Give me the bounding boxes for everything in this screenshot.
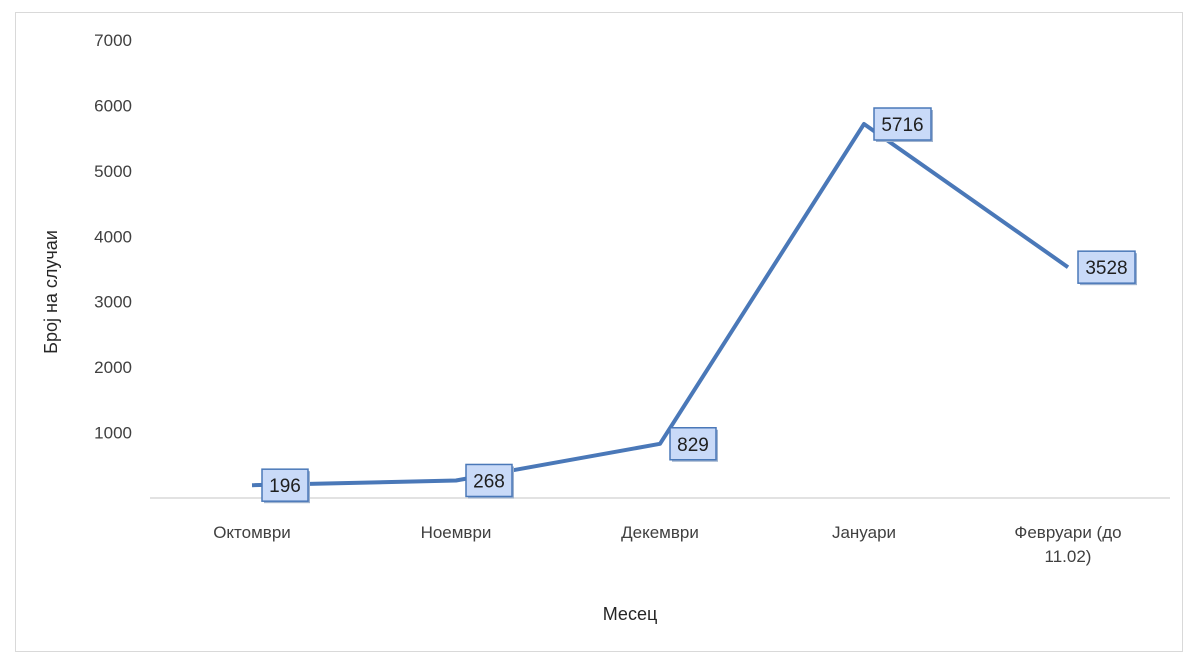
data-label-box [669, 427, 717, 461]
x-axis-title: Месец [603, 604, 658, 624]
y-axis-ticks: 1000 2000 3000 4000 5000 6000 7000 [94, 31, 132, 443]
data-labels: 196 268 829 5716 3528 [261, 107, 1137, 504]
data-label: 5716 [873, 107, 933, 143]
data-label-box [261, 468, 309, 502]
chart-frame [15, 12, 1183, 652]
data-label: 196 [261, 468, 310, 504]
data-label-box [873, 107, 932, 141]
data-label-text: 829 [677, 435, 709, 456]
x-axis-ticks: Октомври Ноември Декември Јануари Февруари (… [213, 523, 1121, 566]
series-line [251, 122, 1070, 488]
x-tick-label: Октомври [213, 523, 291, 542]
x-tick-label: Јануари [832, 523, 896, 542]
data-label-text: 196 [269, 476, 301, 497]
x-tick-label: Декември [621, 523, 699, 542]
line-chart: 1000 2000 3000 4000 5000 6000 7000 Октомври Ное… [41, 31, 1170, 624]
x-tick-label: Ноември [421, 523, 492, 542]
y-axis-title: Број на случаи [41, 230, 61, 354]
y-tick-label: 6000 [94, 96, 132, 115]
data-label-text: 3528 [1085, 258, 1127, 279]
data-label-box [465, 463, 513, 498]
y-tick-label: 3000 [94, 293, 132, 312]
data-label-box [1077, 250, 1136, 284]
y-tick-label: 5000 [94, 162, 132, 181]
y-tick-label: 1000 [94, 424, 132, 443]
data-label: 829 [669, 427, 718, 462]
y-tick-label: 2000 [94, 358, 132, 377]
y-tick-label: 4000 [94, 227, 132, 246]
data-label: 3528 [1077, 250, 1137, 286]
data-label-text: 268 [473, 471, 505, 492]
y-tick-label: 7000 [94, 31, 132, 50]
x-tick-label: Февруари (до 11.02) [1014, 523, 1121, 566]
data-label-text: 5716 [881, 115, 923, 136]
data-label: 268 [465, 463, 514, 499]
